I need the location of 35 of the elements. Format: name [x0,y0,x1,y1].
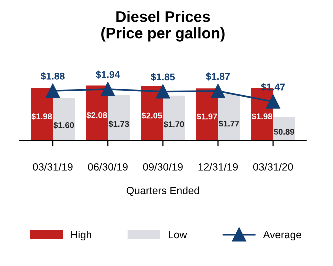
point [266,94,280,109]
legend-label: Low [168,231,188,239]
point [46,84,60,98]
data-label: $1.88 [40,72,65,80]
bar [53,98,76,141]
data-label: $1.85 [151,73,176,82]
data-label: $1.77 [218,120,240,128]
point [211,84,226,98]
data-label: $0.89 [274,128,294,136]
data-label: $1.87 [206,72,230,81]
point [156,84,170,99]
x-tick-label: 06/30/19 [88,163,128,171]
data-label: $1.70 [164,121,184,128]
data-label: $1.98 [32,113,52,120]
bar [218,94,240,141]
bar [108,95,130,141]
legend-label: High [72,230,92,241]
bar [163,96,186,141]
data-label: $1.98 [252,113,272,120]
x-axis-title: Quarters Ended [126,186,200,196]
data-label: $1.94 [96,70,120,79]
data-label: $1.47 [261,83,286,92]
data-label: $1.97 [196,113,218,120]
x-tick-label: 03/31/19 [33,163,73,171]
point [101,82,116,96]
x-tick-label: 12/31/19 [198,163,238,171]
bar [30,88,54,141]
data-label: $2.08 [86,112,108,119]
x-tick-label: 09/30/19 [143,163,183,171]
data-label: $2.05 [142,112,162,120]
legend-label: Average [263,231,302,241]
data-label: $1.73 [108,120,130,128]
chart-title: Diesel Prices (Price per gallon) [102,11,225,42]
x-tick-label: 03/31/20 [253,163,294,171]
data-label: $1.60 [54,122,74,129]
